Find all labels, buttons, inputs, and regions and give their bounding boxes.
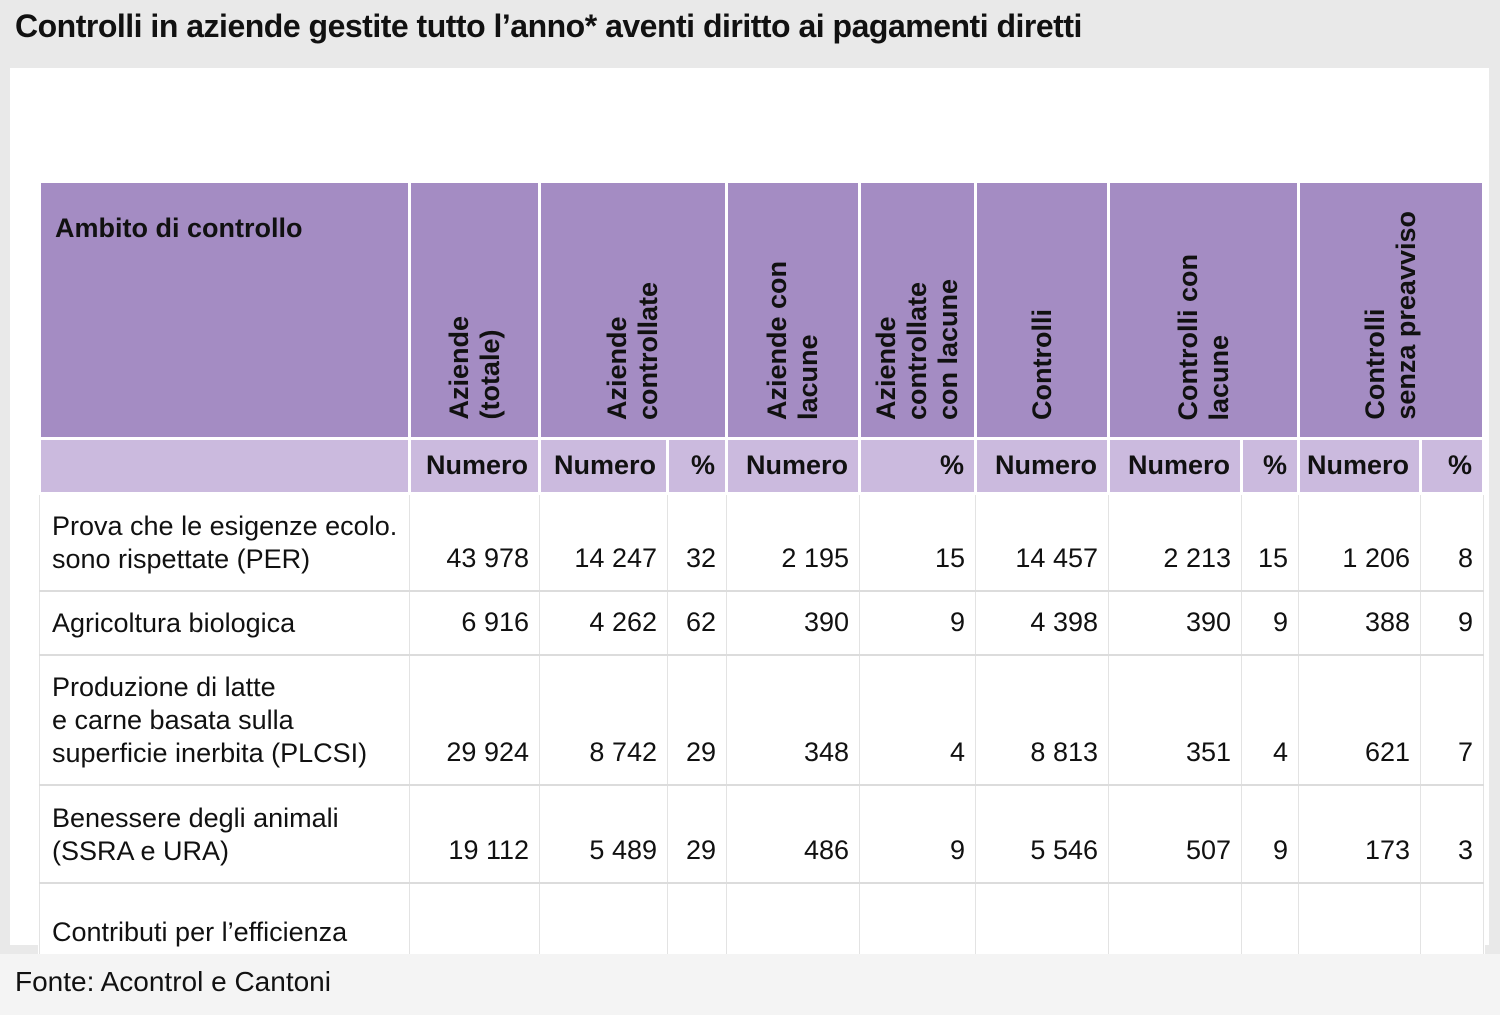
group-header-label: Controlli con lacune: [1172, 253, 1234, 420]
data-cell: 29: [667, 653, 727, 785]
footer-strip: [0, 954, 1500, 1015]
data-cell: 486: [726, 783, 860, 883]
subheader-cell: %: [666, 437, 728, 495]
subheader-cell: Numero: [725, 437, 861, 495]
data-cell: 8: [1420, 492, 1484, 591]
data-cell: 390: [726, 589, 860, 655]
data-cell: 43 978: [409, 492, 540, 591]
data-cell: 1 206: [1298, 492, 1421, 591]
row-label: Produzione di latte e carne basata sulla…: [39, 653, 410, 785]
data-cell: 8 813: [975, 653, 1109, 785]
table-row-plcsi: Produzione di latte e carne basata sulla…: [39, 653, 1484, 785]
data-cell: 8 742: [539, 653, 668, 785]
data-cell: 3: [1420, 783, 1484, 883]
data-cell: 9: [1241, 783, 1299, 883]
data-cell: 9: [859, 783, 976, 883]
table-panel: Ambito di controllo Aziende (totale) Azi…: [10, 68, 1489, 997]
data-cell: 4 262: [539, 589, 668, 655]
group-header-aziende-controllate-con-lacune: Aziende controllate con lacune: [858, 180, 977, 440]
data-cell: 14 457: [975, 492, 1109, 591]
subheader-cell: %: [858, 437, 977, 495]
data-cell: 5 489: [539, 783, 668, 883]
data-cell: 2 213: [1108, 492, 1242, 591]
data-cell: 348: [726, 653, 860, 785]
subheader-cell: Numero: [538, 437, 669, 495]
group-header-controlli-con-lacune: Controlli con lacune: [1107, 180, 1300, 440]
data-cell: 29 924: [409, 653, 540, 785]
subheader-cell: Numero: [408, 437, 541, 495]
subheader-row: Numero Numero % Numero % Numero Numero %…: [38, 437, 1485, 495]
group-header-controlli: Controlli: [974, 180, 1110, 440]
data-cell: 4: [1241, 653, 1299, 785]
group-header-aziende-controllate: Aziende controllate: [538, 180, 728, 440]
subheader-cell: Numero: [1297, 437, 1422, 495]
data-cell: 4 398: [975, 589, 1109, 655]
data-cell: 9: [1241, 589, 1299, 655]
group-header-label: Aziende (totale): [443, 316, 505, 420]
subheader-empty: [38, 437, 411, 495]
data-cell: 9: [1420, 589, 1484, 655]
table-row-bio: Agricoltura biologica 6 916 4 262 62 390…: [39, 589, 1484, 655]
data-cell: 2 195: [726, 492, 860, 591]
source-note: Fonte: Acontrol e Cantoni: [15, 966, 331, 997]
table-row-ssra-ura: Benessere degli animali (SSRA e URA) 19 …: [39, 783, 1484, 883]
data-cell: 390: [1108, 589, 1242, 655]
group-header-label: Aziende controllate: [602, 281, 663, 420]
data-cell: 15: [1241, 492, 1299, 591]
data-cell: 351: [1108, 653, 1242, 785]
data-cell: 62: [667, 589, 727, 655]
data-cell: 15: [859, 492, 976, 591]
data-cell: 29: [667, 783, 727, 883]
subheader-cell: Numero: [974, 437, 1110, 495]
subheader-cell: Numero: [1107, 437, 1243, 495]
data-cell: 9: [859, 589, 976, 655]
data-cell: 14 247: [539, 492, 668, 591]
table-row-per: Prova che le esigenze ecolo. sono rispet…: [39, 492, 1484, 591]
data-cell: 507: [1108, 783, 1242, 883]
data-cell: 4: [859, 653, 976, 785]
group-header-controlli-senza-preavviso: Controlli senza preavviso: [1297, 180, 1485, 440]
data-cell: 5 546: [975, 783, 1109, 883]
group-header-label: Controlli: [1026, 309, 1057, 420]
data-cell: 7: [1420, 653, 1484, 785]
data-cell: 6 916: [409, 589, 540, 655]
data-cell: 173: [1298, 783, 1421, 883]
group-header-label: Aziende con lacune: [762, 260, 823, 420]
data-cell: 32: [667, 492, 727, 591]
figure-title: Controlli in aziende gestite tutto l’ann…: [15, 8, 1082, 44]
row-label: Prova che le esigenze ecolo. sono rispet…: [39, 492, 410, 591]
group-header-aziende-con-lacune: Aziende con lacune: [725, 180, 861, 440]
corner-header-ambito-di-controllo: Ambito di controllo: [38, 180, 411, 440]
row-label: Benessere degli animali (SSRA e URA): [39, 783, 410, 883]
data-cell: 621: [1298, 653, 1421, 785]
subheader-cell: %: [1240, 437, 1300, 495]
data-cell: 19 112: [409, 783, 540, 883]
row-label: Agricoltura biologica: [39, 589, 410, 655]
group-header-label: Controlli senza preavviso: [1360, 211, 1421, 420]
group-header-row: Ambito di controllo Aziende (totale) Azi…: [38, 180, 1485, 440]
controls-table: Ambito di controllo Aziende (totale) Azi…: [38, 180, 1485, 997]
group-header-label: Aziende controllate con lacune: [871, 278, 963, 420]
data-cell: 388: [1298, 589, 1421, 655]
subheader-cell: %: [1419, 437, 1485, 495]
group-header-aziende-totale: Aziende (totale): [408, 180, 541, 440]
